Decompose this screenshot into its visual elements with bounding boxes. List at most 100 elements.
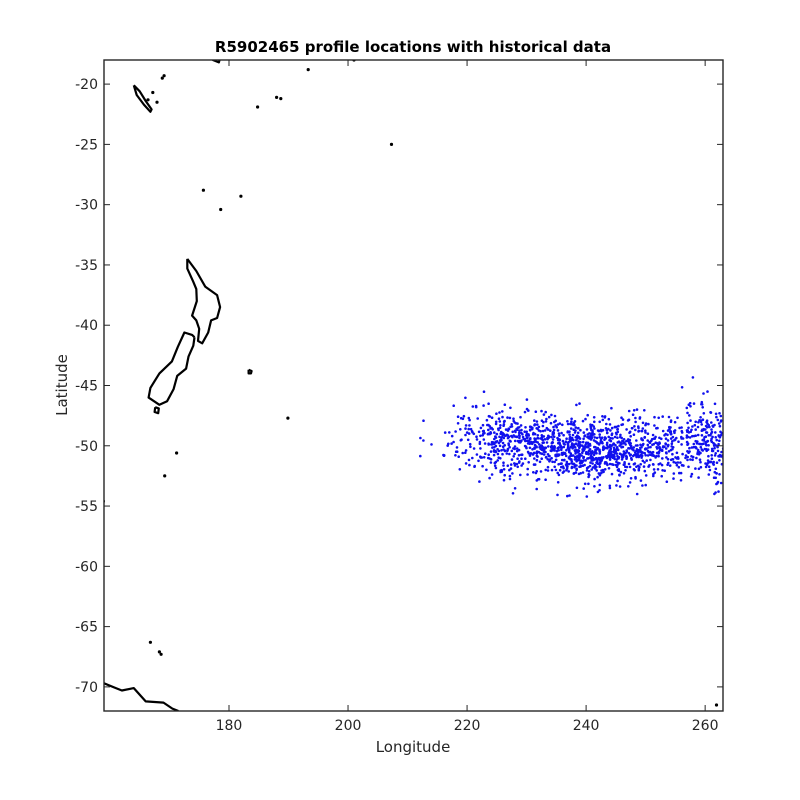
historical-point [645,422,648,425]
historical-point [582,438,585,441]
historical-point [719,431,722,434]
historical-point [554,424,557,427]
historical-point [543,435,546,438]
historical-point [469,443,472,446]
historical-point [519,474,522,477]
historical-point [478,431,481,434]
historical-point [673,432,676,435]
historical-point [697,476,700,479]
historical-point [508,446,511,449]
historical-point [614,436,617,439]
historical-point [503,423,506,426]
historical-point [614,452,617,455]
historical-point [620,437,623,440]
historical-point [540,457,543,460]
historical-point [611,434,614,437]
historical-point [535,410,538,413]
historical-point [611,427,614,430]
historical-point [708,461,711,464]
historical-point [499,445,502,448]
historical-point [534,444,537,447]
historical-point [468,459,471,462]
historical-point [497,429,500,432]
historical-point [625,428,628,431]
historical-point [654,437,657,440]
historical-point [717,450,720,453]
historical-point [642,427,645,430]
historical-point [563,443,566,446]
historical-point [524,457,527,460]
historical-point [493,438,496,441]
historical-point [587,483,590,486]
historical-point [574,465,577,468]
historical-point [657,417,660,420]
historical-point [568,433,571,436]
historical-point [713,447,716,450]
historical-point [598,421,601,424]
historical-point [451,435,454,438]
historical-point [609,487,612,490]
historical-point [544,447,547,450]
historical-point [512,455,515,458]
historical-point [532,453,535,456]
historical-point [552,432,555,435]
historical-point [547,466,550,469]
historical-point [687,436,690,439]
historical-point [422,419,425,422]
historical-point [708,426,711,429]
historical-point [604,447,607,450]
historical-point [670,459,673,462]
historical-point [554,454,557,457]
historical-point [497,453,500,456]
historical-point [720,482,723,485]
historical-point [647,454,650,457]
historical-point [623,438,626,441]
historical-point [468,419,471,422]
historical-point [503,468,506,471]
historical-point [571,442,574,445]
historical-point [577,427,580,430]
historical-point [520,454,523,457]
historical-point [491,416,494,419]
historical-point [535,472,538,475]
historical-point [640,437,643,440]
historical-point [714,436,717,439]
historical-point [527,461,530,464]
historical-point [632,455,635,458]
historical-point [506,449,509,452]
historical-point [701,403,704,406]
historical-point [579,429,582,432]
historical-point [537,434,540,437]
historical-point [700,466,703,469]
historical-point [590,454,593,457]
historical-point [670,431,673,434]
historical-point [666,434,669,437]
historical-point [444,431,447,434]
historical-point [558,432,561,435]
historical-point [593,451,596,454]
historical-point [465,424,468,427]
historical-point [633,409,636,412]
historical-point [652,434,655,437]
historical-point [463,415,466,418]
historical-point [511,425,514,428]
historical-point [483,390,486,393]
historical-point [512,420,515,423]
historical-point [665,437,668,440]
historical-point [460,417,463,420]
historical-point [716,461,719,464]
historical-point [698,443,701,446]
historical-point [715,483,718,486]
historical-point [686,443,689,446]
historical-point [455,450,458,453]
historical-point [591,433,594,436]
historical-point [674,429,677,432]
historical-point [531,428,534,431]
historical-point [680,472,683,475]
historical-point [493,454,496,457]
historical-point [565,455,568,458]
historical-point [638,456,641,459]
historical-point [688,414,691,417]
historical-point [655,446,658,449]
